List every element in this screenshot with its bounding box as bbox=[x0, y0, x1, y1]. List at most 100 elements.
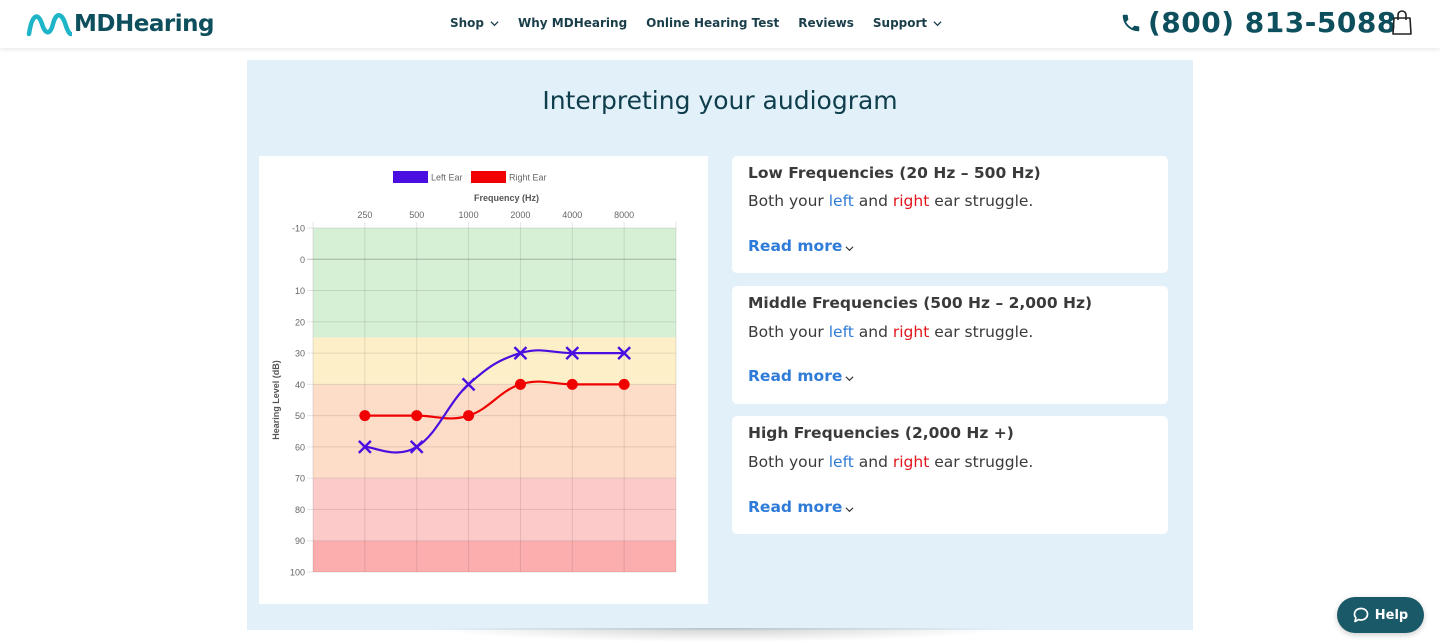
chart-band-1 bbox=[313, 337, 676, 385]
chart-y-tick: 90 bbox=[295, 536, 305, 546]
nav-support[interactable]: Support bbox=[873, 16, 942, 30]
text-suffix: ear struggle. bbox=[929, 192, 1034, 210]
text-prefix: Both your bbox=[748, 453, 829, 471]
text-prefix: Both your bbox=[748, 323, 829, 341]
main-nav: Shop Why MDHearing Online Hearing Test R… bbox=[450, 16, 961, 30]
nav-reviews-label: Reviews bbox=[798, 16, 854, 30]
legend-swatch-1[interactable] bbox=[471, 171, 506, 183]
data-point-right-ear[interactable] bbox=[618, 378, 630, 390]
card-high-frequencies: High Frequencies (2,000 Hz +) Both your … bbox=[732, 416, 1168, 534]
chart-y-tick: 40 bbox=[295, 380, 305, 390]
card-description: Both your left and right ear struggle. bbox=[748, 453, 1033, 471]
nav-shop[interactable]: Shop bbox=[450, 16, 499, 30]
phone-link[interactable]: (800) 813-5088 bbox=[1120, 6, 1397, 39]
chevron-down-icon bbox=[845, 506, 854, 512]
data-point-right-ear[interactable] bbox=[463, 410, 475, 422]
legend-label-0[interactable]: Left Ear bbox=[431, 173, 463, 183]
card-title: Middle Frequencies (500 Hz – 2,000 Hz) bbox=[748, 294, 1093, 312]
read-more-label: Read more bbox=[748, 498, 843, 516]
phone-icon bbox=[1122, 14, 1140, 31]
chart-y-tick: 70 bbox=[295, 474, 305, 484]
data-point-right-ear[interactable] bbox=[514, 378, 526, 390]
chart-y-tick: 0 bbox=[300, 255, 305, 265]
chart-y-tick: 30 bbox=[295, 349, 305, 359]
chart-x-axis-label: Frequency (Hz) bbox=[474, 193, 539, 203]
chart-y-tick: 10 bbox=[295, 286, 305, 296]
chevron-down-icon bbox=[845, 375, 854, 381]
card-description: Both your left and right ear struggle. bbox=[748, 192, 1033, 210]
chevron-down-icon bbox=[933, 20, 942, 26]
nav-support-label: Support bbox=[872, 16, 928, 30]
chart-x-tick: 4000 bbox=[562, 210, 582, 220]
text-middle: and bbox=[853, 192, 893, 210]
card-title: Low Frequencies (20 Hz – 500 Hz) bbox=[748, 164, 1041, 182]
right-word: right bbox=[892, 192, 930, 210]
chart-band-3 bbox=[313, 478, 676, 541]
audiogram-chart: -10 0 10 20 30 40 50 60 70 80 90 100 250 500 1000 2000 4… bbox=[271, 171, 677, 578]
chart-y-tick: 100 bbox=[290, 568, 305, 578]
data-point-left-ear[interactable] bbox=[565, 346, 580, 360]
text-middle: and bbox=[853, 323, 893, 341]
read-more-button[interactable]: Read more bbox=[748, 367, 854, 385]
nav-why-label: Why MDHearing bbox=[518, 16, 628, 30]
chart-band-0 bbox=[313, 228, 676, 338]
card-low-frequencies: Low Frequencies (20 Hz – 500 Hz) Both yo… bbox=[732, 156, 1168, 273]
shopping-bag-icon[interactable] bbox=[1391, 10, 1413, 36]
nav-shop-label: Shop bbox=[450, 16, 485, 30]
logo-wave-icon bbox=[26, 13, 72, 37]
help-button[interactable]: Help bbox=[1337, 597, 1424, 633]
nav-why-mdhearing[interactable]: Why MDHearing bbox=[518, 16, 627, 30]
read-more-label: Read more bbox=[748, 237, 843, 255]
data-point-right-ear[interactable] bbox=[411, 410, 423, 422]
read-more-label: Read more bbox=[748, 367, 843, 385]
chevron-down-icon bbox=[845, 245, 854, 251]
help-label: Help bbox=[1374, 607, 1409, 623]
site-header: MDHearing Shop Why MDHearing Online Hear… bbox=[0, 0, 1440, 48]
card-title: High Frequencies (2,000 Hz +) bbox=[748, 424, 1014, 442]
read-more-button[interactable]: Read more bbox=[748, 498, 854, 516]
footer-shadow bbox=[430, 628, 1010, 642]
read-more-button[interactable]: Read more bbox=[748, 237, 854, 255]
left-word: left bbox=[828, 323, 854, 341]
chart-x-tick: 500 bbox=[409, 210, 424, 220]
data-point-left-ear[interactable] bbox=[461, 377, 476, 392]
section-title: Interpreting your audiogram bbox=[542, 86, 898, 115]
chart-y-tick: 80 bbox=[295, 505, 305, 515]
chevron-down-icon bbox=[490, 20, 499, 26]
data-point-right-ear[interactable] bbox=[359, 410, 371, 422]
legend-label-1[interactable]: Right Ear bbox=[509, 173, 547, 183]
chart-x-tick: 1000 bbox=[459, 210, 479, 220]
nav-reviews[interactable]: Reviews bbox=[798, 16, 854, 30]
logo[interactable]: MDHearing bbox=[26, 8, 214, 40]
chart-x-tick: 2000 bbox=[510, 210, 530, 220]
chart-y-tick: 60 bbox=[295, 442, 305, 452]
data-point-left-ear[interactable] bbox=[358, 440, 372, 454]
chart-x-tick: 8000 bbox=[614, 210, 634, 220]
phone-number: (800) 813-5088 bbox=[1148, 6, 1397, 39]
legend-swatch-0[interactable] bbox=[393, 171, 428, 183]
text-prefix: Both your bbox=[748, 192, 829, 210]
right-word: right bbox=[892, 323, 930, 341]
chart-y-tick: 50 bbox=[295, 411, 305, 421]
card-middle-frequencies: Middle Frequencies (500 Hz – 2,000 Hz) B… bbox=[732, 286, 1168, 404]
right-word: right bbox=[892, 453, 930, 471]
text-suffix: ear struggle. bbox=[929, 323, 1034, 341]
left-word: left bbox=[828, 453, 854, 471]
audiogram-chart-card: -10 0 10 20 30 40 50 60 70 80 90 100 250 500 1000 2000 4… bbox=[259, 156, 708, 604]
data-point-left-ear[interactable] bbox=[409, 440, 424, 454]
data-point-left-ear[interactable] bbox=[617, 346, 631, 360]
nav-online-hearing-test[interactable]: Online Hearing Test bbox=[646, 16, 779, 30]
chat-bubble-icon bbox=[1353, 607, 1369, 623]
logo-text: MDHearing bbox=[74, 11, 214, 37]
left-word: left bbox=[828, 192, 854, 210]
chart-band-2 bbox=[313, 384, 676, 479]
nav-test-label: Online Hearing Test bbox=[646, 16, 780, 30]
text-middle: and bbox=[853, 453, 893, 471]
text-suffix: ear struggle. bbox=[929, 453, 1034, 471]
data-point-right-ear[interactable] bbox=[566, 378, 578, 390]
data-point-left-ear[interactable] bbox=[513, 346, 528, 360]
chart-x-tick: 250 bbox=[357, 210, 372, 220]
chart-band-4 bbox=[313, 540, 676, 572]
card-description: Both your left and right ear struggle. bbox=[748, 323, 1033, 341]
chart-y-tick: 20 bbox=[295, 317, 305, 327]
